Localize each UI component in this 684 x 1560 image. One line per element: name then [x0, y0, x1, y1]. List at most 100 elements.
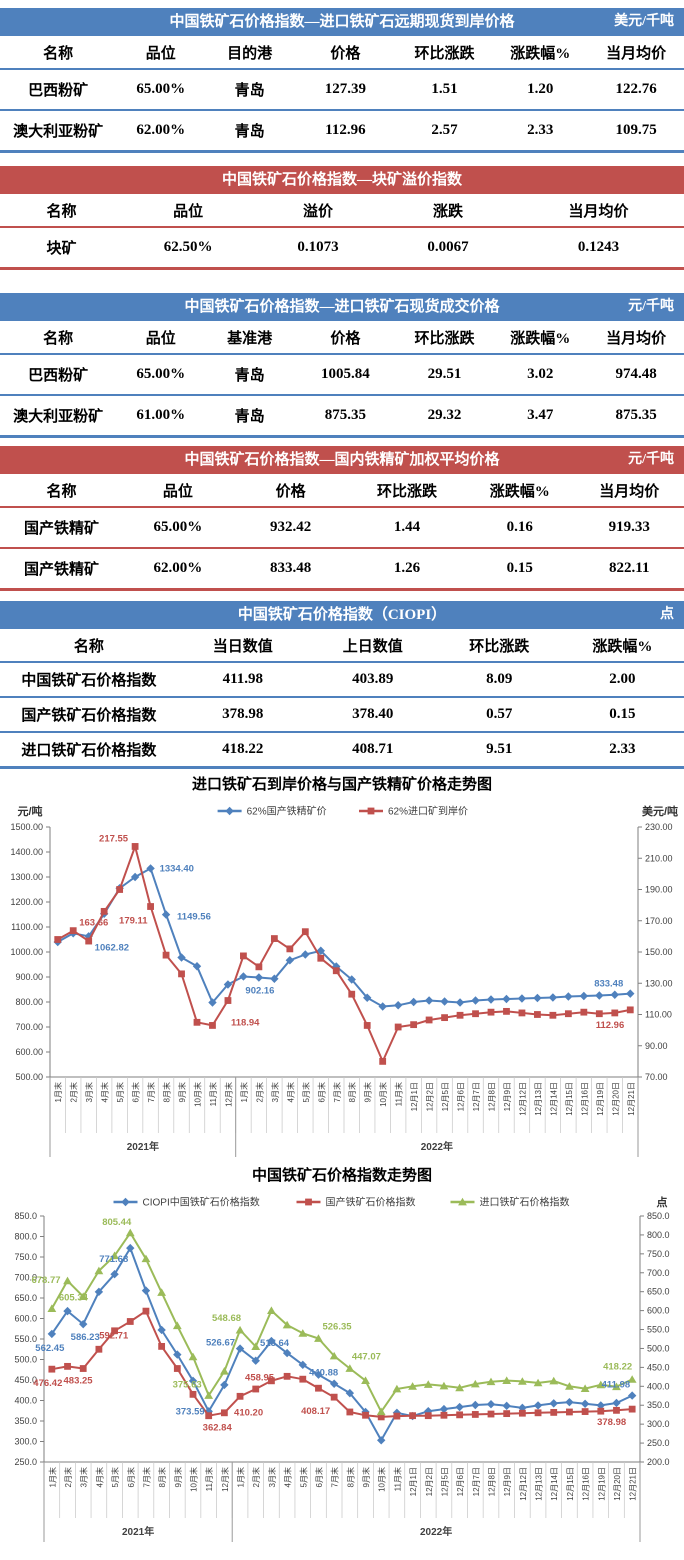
left-axis-tick-label: 250.0: [14, 1457, 37, 1467]
data-label: 548.68: [212, 1313, 241, 1324]
left-axis-tick-label: 700.0: [14, 1273, 37, 1283]
diamond-marker-icon: [595, 991, 604, 1000]
square-marker-icon: [162, 951, 170, 959]
square-marker-icon: [205, 1412, 213, 1420]
data-table: 名称 品位 目的港 价格 环比涨跌 涨跌幅% 当月均价 巴西粉矿 65.00% 青岛 127.39 1…: [0, 36, 684, 153]
left-axis-tick-label: 1400.00: [10, 847, 43, 857]
square-marker-icon: [116, 886, 124, 893]
x-axis-label: 5月末: [301, 1082, 311, 1102]
diamond-marker-icon: [378, 1002, 387, 1011]
table-cell: 2.57: [396, 110, 493, 153]
data-label: 483.25: [64, 1375, 94, 1386]
triangle-marker-icon: [502, 1376, 512, 1385]
price-table-4: 中国铁矿石价格指数（CIOPI）点名称 当日数值 上日数值 环比涨跌 涨跌幅% 中国铁矿石…: [0, 601, 684, 769]
x-axis-label: 11月末: [208, 1082, 218, 1106]
data-label: 217.55: [99, 833, 129, 844]
table-cell: 65.00%: [116, 69, 206, 111]
x-axis-label: 7月末: [330, 1467, 340, 1487]
triangle-marker-icon: [549, 1376, 559, 1385]
triangle-marker-icon: [455, 1383, 465, 1392]
square-marker-icon: [240, 952, 247, 960]
x-axis-label: 1月末: [47, 1467, 57, 1487]
series-markers-1: [48, 1307, 636, 1421]
tables-section: 中国铁矿石价格指数—进口铁矿石远期现货到岸价格 美元/千吨 名称 品位 目的港 价格 环比涨…: [0, 8, 684, 769]
table-cell: 378.40: [307, 697, 438, 733]
table-title: 中国铁矿石价格指数—块矿溢价指数: [221, 172, 462, 188]
data-label: 771.68: [99, 1254, 128, 1265]
square-marker-icon: [330, 1393, 338, 1401]
right-axis-tick-label: 250.0: [647, 1438, 670, 1448]
left-axis-tick-label: 1200.00: [10, 897, 43, 907]
left-axis-tick-label: 650.0: [14, 1293, 37, 1303]
series-markers-2: [47, 1228, 637, 1416]
legend-label: CIOPI中国铁矿石价格指数: [143, 1196, 260, 1209]
x-axis-label: 3月末: [79, 1467, 89, 1487]
x-axis-label: 12月6日: [456, 1467, 465, 1496]
x-axis-label: 12月8日: [488, 1467, 497, 1496]
triangle-marker-icon: [314, 1334, 323, 1342]
data-label: 526.35: [322, 1321, 352, 1332]
x-axis-label: 7月末: [332, 1082, 342, 1102]
table-cell: 109.75: [588, 110, 684, 153]
left-axis-tick-label: 400.0: [14, 1396, 37, 1406]
table-header-cell: 涨跌幅%: [465, 474, 575, 508]
row-name-cell: 澳大利亚粉矿: [0, 110, 117, 153]
table-row: 澳大利亚粉矿 61.00% 青岛 875.35 29.32 3.47 875.35: [0, 395, 684, 438]
x-axis-label: 12月16日: [580, 1082, 589, 1116]
table-title-bar: 中国铁矿石价格指数—进口铁矿石远期现货到岸价格 美元/千吨: [0, 8, 684, 36]
x-axis-label: 8月末: [157, 1467, 167, 1487]
square-marker-icon: [224, 997, 232, 1004]
data-label: 526.67: [206, 1338, 235, 1349]
triangle-marker-icon: [251, 1342, 261, 1350]
square-marker-icon: [534, 1011, 541, 1018]
square-marker-icon: [64, 1362, 71, 1370]
diamond-marker-icon: [141, 1286, 151, 1295]
data-label: 362.84: [203, 1423, 233, 1434]
diamond-marker-icon: [455, 1402, 464, 1412]
x-axis-label: 12月21日: [629, 1467, 638, 1501]
table-row: 进口铁矿石价格指数 418.22 408.71 9.51 2.33: [0, 732, 684, 769]
table-header-cell: 品位: [123, 194, 254, 228]
diamond-marker-icon: [157, 1325, 166, 1335]
x-axis-label: 9月末: [173, 1467, 183, 1487]
square-marker-icon: [54, 936, 62, 943]
triangle-marker-icon: [47, 1304, 57, 1312]
left-axis-tick-label: 700.00: [15, 1022, 43, 1032]
triangle-marker-icon: [141, 1254, 151, 1263]
right-axis-tick-label: 650.0: [647, 1287, 670, 1297]
x-axis-label: 6月末: [131, 1082, 141, 1102]
diamond-marker-icon: [192, 962, 202, 971]
diamond-marker-icon: [486, 995, 496, 1004]
table-header-cell: 涨跌: [383, 194, 513, 228]
square-marker-icon: [456, 1411, 464, 1419]
table-header-cell: 品位: [123, 474, 233, 508]
table-cell: 411.98: [177, 662, 308, 698]
year-group-label: 2022年: [420, 1525, 452, 1538]
row-name-cell: 进口铁矿石价格指数: [0, 732, 178, 769]
diamond-marker-icon: [502, 994, 511, 1004]
square-marker-icon: [85, 937, 93, 945]
x-axis-label: 9月末: [363, 1082, 373, 1102]
x-axis-label: 12月5日: [440, 1467, 449, 1496]
right-axis-tick-label: 130.00: [645, 978, 673, 988]
data-label: 408.17: [301, 1406, 330, 1417]
right-axis-tick-label: 350.0: [647, 1400, 670, 1410]
left-axis-tick-label: 1100.00: [11, 922, 43, 932]
table-header-cell: 当月均价: [588, 321, 684, 355]
diamond-marker-icon: [440, 997, 449, 1006]
table-cell: 8.09: [437, 662, 561, 698]
square-marker-icon: [252, 1385, 260, 1393]
row-name-cell: 巴西粉矿: [0, 354, 117, 396]
data-label: 440.88: [309, 1368, 338, 1379]
table-row: 块矿 62.50% 0.1073 0.0067 0.1243: [0, 227, 684, 270]
table-cell: 青岛: [205, 354, 295, 396]
right-axis-tick-label: 850.0: [647, 1211, 670, 1221]
x-axis-label: 12月19日: [597, 1467, 606, 1501]
x-axis-label: 4月末: [283, 1467, 293, 1487]
table-header-cell: 当月均价: [588, 36, 684, 70]
diamond-marker-icon: [239, 972, 248, 981]
data-table: 名称 品位 基准港 价格 环比涨跌 涨跌幅% 当月均价 巴西粉矿 65.00% 青岛 1005.84…: [0, 321, 684, 438]
x-axis-label: 12月9日: [503, 1467, 512, 1496]
triangle-marker-icon: [392, 1384, 402, 1393]
right-axis-tick-label: 150.00: [645, 947, 673, 957]
